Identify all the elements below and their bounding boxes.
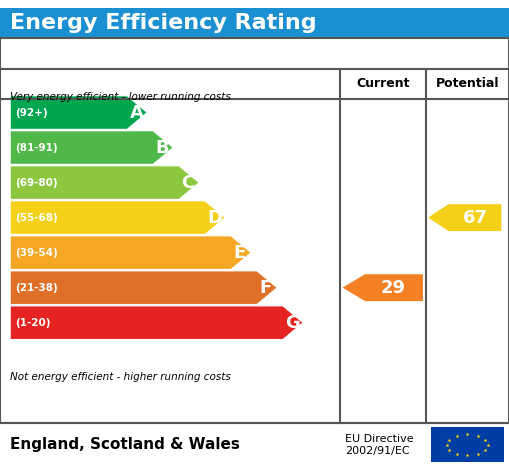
Polygon shape — [10, 96, 147, 129]
Text: (21-38): (21-38) — [15, 283, 58, 293]
Polygon shape — [10, 306, 303, 340]
Text: (81-91): (81-91) — [15, 142, 58, 153]
Text: 67: 67 — [462, 209, 488, 226]
Text: Current: Current — [356, 78, 410, 90]
Bar — [0, 38, 509, 423]
Polygon shape — [428, 204, 501, 231]
Text: Very energy efficient - lower running costs: Very energy efficient - lower running co… — [10, 92, 231, 102]
Text: A: A — [130, 104, 144, 121]
Polygon shape — [10, 271, 277, 304]
Text: Energy Efficiency Rating: Energy Efficiency Rating — [10, 13, 317, 33]
Text: (69-80): (69-80) — [15, 177, 58, 188]
Text: England, Scotland & Wales: England, Scotland & Wales — [10, 437, 240, 453]
Polygon shape — [10, 201, 225, 234]
Bar — [431, 427, 504, 462]
Text: (39-54): (39-54) — [15, 248, 58, 258]
Text: E: E — [234, 244, 246, 262]
Text: Not energy efficient - higher running costs: Not energy efficient - higher running co… — [10, 372, 231, 382]
Text: C: C — [182, 174, 195, 191]
Polygon shape — [10, 131, 173, 164]
Text: Potential: Potential — [436, 78, 499, 90]
Bar — [0, 423, 509, 467]
Polygon shape — [10, 166, 199, 199]
Text: B: B — [156, 139, 169, 156]
Text: F: F — [260, 279, 272, 297]
Text: EU Directive
2002/91/EC: EU Directive 2002/91/EC — [345, 434, 414, 456]
Polygon shape — [10, 236, 251, 269]
Text: D: D — [208, 209, 222, 226]
Polygon shape — [343, 274, 423, 301]
Text: 29: 29 — [380, 279, 406, 297]
Bar — [0, 8, 509, 38]
Text: (55-68): (55-68) — [15, 212, 58, 223]
Text: (1-20): (1-20) — [15, 318, 51, 328]
Text: (92+): (92+) — [15, 107, 48, 118]
Text: G: G — [286, 314, 300, 332]
